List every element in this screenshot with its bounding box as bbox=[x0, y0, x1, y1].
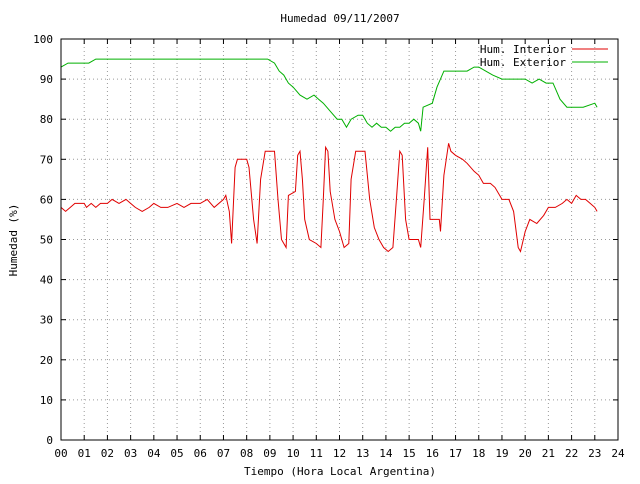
y-tick-label: 100 bbox=[33, 33, 53, 46]
x-tick-label: 01 bbox=[78, 447, 91, 460]
y-tick-label: 80 bbox=[40, 113, 53, 126]
y-tick-label: 30 bbox=[40, 314, 53, 327]
axis-ticks: 00 01 02 03 04 05 06 07 08 09 10 11 12 13 14 15 16 17 18 19… bbox=[33, 33, 625, 460]
plot-frame bbox=[60, 38, 619, 441]
x-tick-label: 21 bbox=[542, 447, 555, 460]
x-tick-label: 18 bbox=[472, 447, 485, 460]
y-tick-label: 20 bbox=[40, 354, 53, 367]
grid-lines bbox=[61, 39, 618, 440]
x-tick-label: 15 bbox=[403, 447, 416, 460]
x-tick-label: 09 bbox=[263, 447, 276, 460]
x-tick-label: 07 bbox=[217, 447, 230, 460]
x-tick-label: 12 bbox=[333, 447, 346, 460]
y-tick-label: 40 bbox=[40, 274, 53, 287]
x-tick-label: 00 bbox=[54, 447, 67, 460]
series-line-exterior bbox=[60, 58, 598, 132]
y-tick-label: 90 bbox=[40, 73, 53, 86]
y-tick-label: 50 bbox=[40, 234, 53, 247]
legend-label: Hum. Exterior bbox=[480, 56, 566, 69]
x-tick-label: 23 bbox=[588, 447, 601, 460]
x-tick-label: 06 bbox=[194, 447, 207, 460]
legend-label: Hum. Interior bbox=[480, 43, 566, 56]
y-tick-label: 70 bbox=[40, 153, 53, 166]
x-tick-label: 04 bbox=[147, 447, 161, 460]
x-tick-label: 16 bbox=[426, 447, 439, 460]
y-tick-label: 60 bbox=[40, 193, 53, 206]
x-tick-label: 13 bbox=[356, 447, 369, 460]
y-tick-label: 0 bbox=[46, 434, 53, 447]
x-tick-label: 08 bbox=[240, 447, 253, 460]
x-tick-label: 11 bbox=[310, 447, 323, 460]
x-tick-label: 19 bbox=[495, 447, 508, 460]
series-line-interior bbox=[60, 143, 598, 253]
x-tick-label: 05 bbox=[170, 447, 183, 460]
x-tick-label: 24 bbox=[611, 447, 625, 460]
x-tick-label: 22 bbox=[565, 447, 578, 460]
x-tick-label: 10 bbox=[286, 447, 299, 460]
x-tick-label: 14 bbox=[379, 447, 393, 460]
y-axis-label: Humedad (%) bbox=[7, 204, 20, 277]
chart-title: Humedad 09/11/2007 bbox=[280, 12, 399, 25]
x-tick-label: 17 bbox=[449, 447, 462, 460]
x-tick-label: 20 bbox=[519, 447, 532, 460]
x-tick-label: 03 bbox=[124, 447, 137, 460]
x-tick-label: 02 bbox=[101, 447, 114, 460]
y-tick-label: 10 bbox=[40, 394, 53, 407]
series-lines bbox=[60, 58, 598, 253]
x-axis-label: Tiempo (Hora Local Argentina) bbox=[244, 465, 436, 478]
